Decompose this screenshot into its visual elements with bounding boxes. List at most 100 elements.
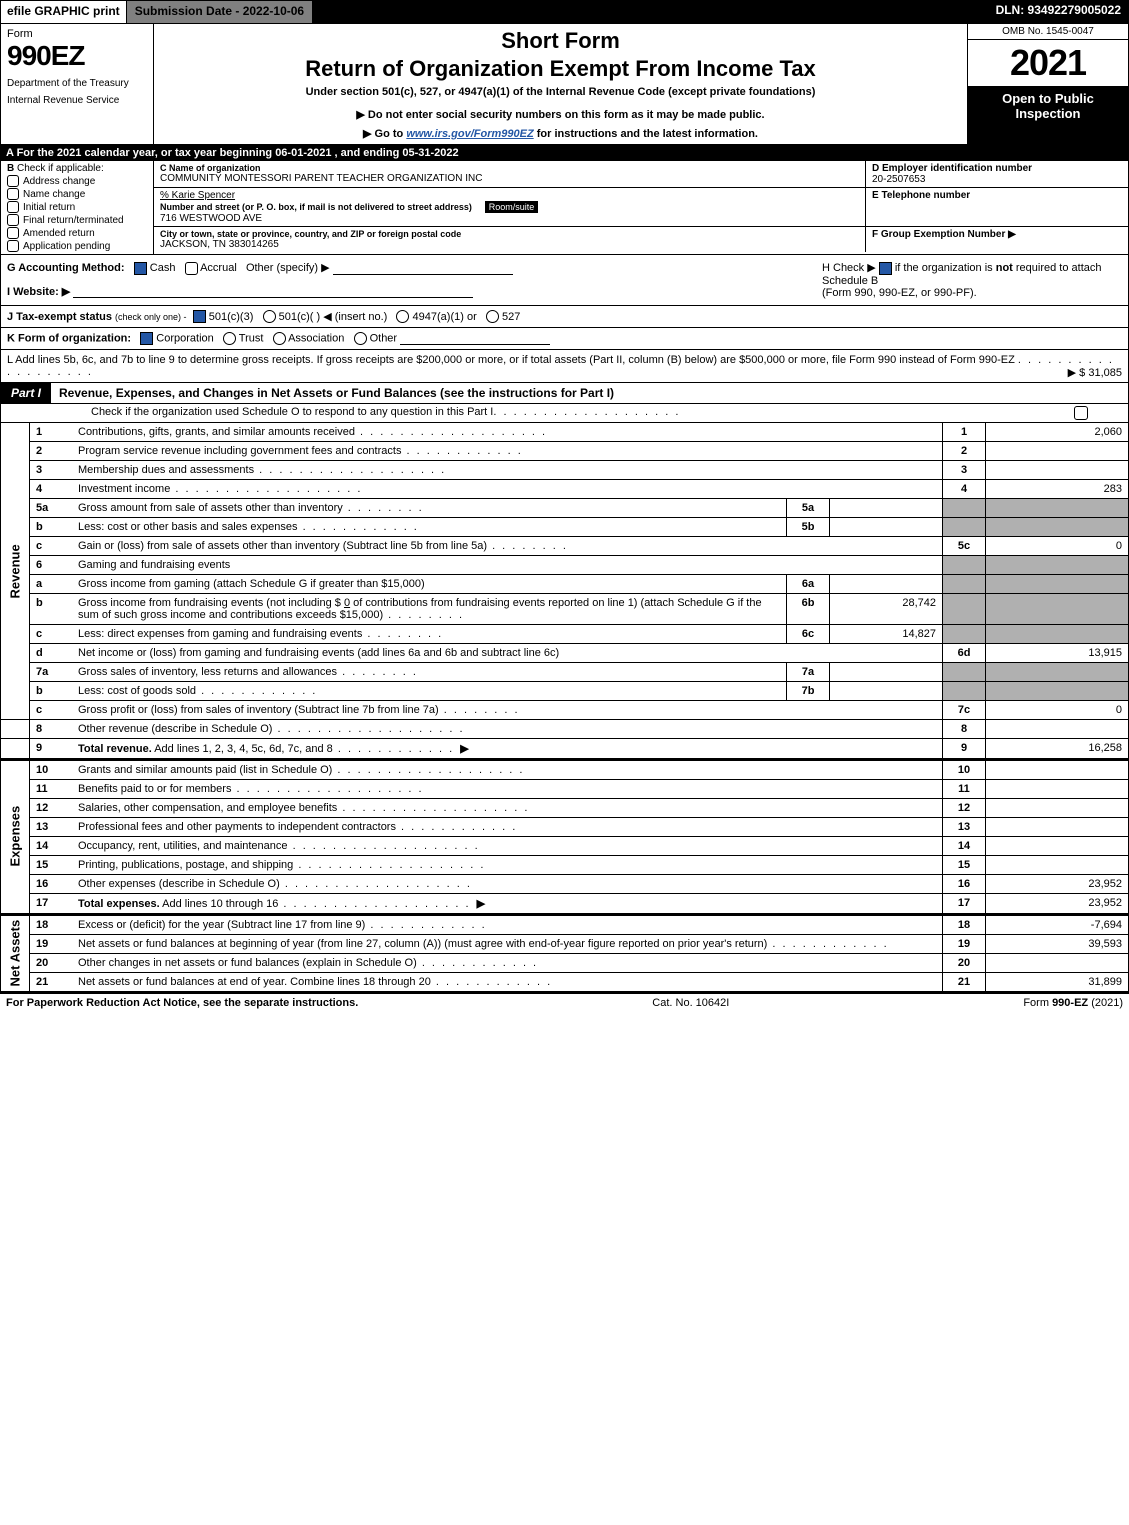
line-6b: b Gross income from fundraising events (… [1,594,1129,625]
e-label: E Telephone number [872,190,1122,201]
section-e: E Telephone number [865,188,1128,226]
c-name-label: C Name of organization [160,163,859,173]
chk-schedule-o[interactable] [1074,406,1088,420]
line-13: 13 Professional fees and other payments … [1,818,1129,837]
expenses-table: Expenses 10 Grants and similar amounts p… [0,759,1129,914]
checkbox-icon [7,201,19,213]
chk-address-change[interactable]: Address change [7,175,147,187]
line-8: 8 Other revenue (describe in Schedule O)… [1,720,1129,739]
submission-date: Submission Date - 2022-10-06 [127,0,313,24]
website-input[interactable] [73,297,473,298]
chk-cash[interactable] [134,262,147,275]
chk-527[interactable] [486,310,499,323]
page-footer: For Paperwork Reduction Act Notice, see … [0,992,1129,1012]
line-7c: c Gross profit or (loss) from sales of i… [1,701,1129,720]
arrow-icon: ▶ [460,743,468,755]
form-word: Form [7,28,147,40]
j-label: J Tax-exempt status [7,311,112,323]
short-form-title: Short Form [164,28,957,54]
omb-number: OMB No. 1545-0047 [968,24,1128,40]
cat-no: Cat. No. 10642I [358,997,1023,1009]
street-cell: % Karie Spencer Number and street (or P.… [154,188,865,226]
part-i-sub-text: Check if the organization used Schedule … [91,406,493,420]
line-10: Expenses 10 Grants and similar amounts p… [1,760,1129,780]
main-title: Return of Organization Exempt From Incom… [164,56,957,82]
netassets-table: Net Assets 18 Excess or (deficit) for th… [0,914,1129,992]
i-label: I Website: ▶ [7,286,70,298]
chk-trust[interactable] [223,332,236,345]
irs-link[interactable]: www.irs.gov/Form990EZ [406,128,533,140]
sub3-pre: ▶ Go to [363,128,406,140]
line-17: 17 Total expenses. Add lines 10 through … [1,894,1129,914]
line-6d: d Net income or (loss) from gaming and f… [1,644,1129,663]
d-label: D Employer identification number [872,163,1122,174]
section-f: F Group Exemption Number ▶ [865,227,1128,252]
chk-association[interactable] [273,332,286,345]
header-left: Form 990EZ Department of the Treasury In… [1,24,154,144]
ein-value: 20-2507653 [872,174,1122,185]
line-5c: c Gain or (loss) from sale of assets oth… [1,537,1129,556]
section-h: H Check ▶ if the organization is not req… [816,255,1128,305]
part-i-header: Part I Revenue, Expenses, and Changes in… [0,383,1129,404]
header-center: Short Form Return of Organization Exempt… [154,24,967,144]
form-number: 990EZ [7,40,147,72]
section-b: B Check if applicable: Address change Na… [1,161,154,254]
k-other-input[interactable] [400,344,550,345]
chk-initial-return[interactable]: Initial return [7,201,147,213]
line-16: 16 Other expenses (describe in Schedule … [1,875,1129,894]
org-name-cell: C Name of organization COMMUNITY MONTESS… [154,161,865,187]
chk-corporation[interactable] [140,332,153,345]
care-of: % Karie Spencer [160,190,859,201]
efile-print-label[interactable]: efile GRAPHIC print [0,0,127,24]
line-6a: a Gross income from gaming (attach Sched… [1,575,1129,594]
dln-label: DLN: 93492279005022 [988,0,1129,24]
street-value: 716 WESTWOOD AVE [160,213,859,224]
chk-other-org[interactable] [354,332,367,345]
open-to-public: Open to Public Inspection [968,87,1128,144]
section-cdef: C Name of organization COMMUNITY MONTESS… [154,161,1128,254]
chk-application-pending[interactable]: Application pending [7,240,147,252]
j-sub: (check only one) - [115,312,187,322]
chk-501c[interactable] [263,310,276,323]
h-not: not [996,262,1013,274]
line-7a: 7a Gross sales of inventory, less return… [1,663,1129,682]
f-label: F Group Exemption Number ▶ [872,229,1016,240]
part-i-sub: Check if the organization used Schedule … [0,404,1129,423]
chk-schedule-b[interactable] [879,262,892,275]
checkbox-icon [7,175,19,187]
k-label: K Form of organization: [7,333,131,345]
header-right: OMB No. 1545-0047 2021 Open to Public In… [967,24,1128,144]
checkbox-icon [7,188,19,200]
chk-501c3[interactable] [193,310,206,323]
section-g: G Accounting Method: Cash Accrual Other … [1,255,816,305]
chk-amended-return[interactable]: Amended return [7,227,147,239]
checkbox-icon [7,214,19,226]
section-l: L Add lines 5b, 6c, and 7b to line 9 to … [0,350,1129,383]
b-check-if: Check if applicable: [17,163,104,174]
line-11: 11 Benefits paid to or for members 11 [1,780,1129,799]
h-text2: if the organization is [895,262,996,274]
line-4: 4 Investment income 4 283 [1,480,1129,499]
line-1: Revenue 1 Contributions, gifts, grants, … [1,423,1129,442]
dept-irs: Internal Revenue Service [7,95,147,106]
section-j: J Tax-exempt status (check only one) - 5… [0,306,1129,329]
subtitle-1: Under section 501(c), 527, or 4947(a)(1)… [164,86,957,98]
section-d: D Employer identification number 20-2507… [865,161,1128,187]
tax-year: 2021 [968,40,1128,87]
chk-final-return[interactable]: Final return/terminated [7,214,147,226]
chk-4947[interactable] [396,310,409,323]
org-name: COMMUNITY MONTESSORI PARENT TEACHER ORGA… [160,173,859,184]
line-9: 9 Total revenue. Add lines 1, 2, 3, 4, 5… [1,739,1129,759]
street-label: Number and street (or P. O. box, if mail… [160,202,472,212]
chk-accrual[interactable] [185,262,198,275]
l-text: L Add lines 5b, 6c, and 7b to line 9 to … [7,354,1015,366]
b-label: B [7,163,14,174]
revenue-table: Revenue 1 Contributions, gifts, grants, … [0,423,1129,759]
line-7b: b Less: cost of goods sold 7b [1,682,1129,701]
g-label: G Accounting Method: [7,262,125,274]
city-value: JACKSON, TN 383014265 [160,239,859,250]
form-header: Form 990EZ Department of the Treasury In… [0,24,1129,145]
subtitle-2: ▶ Do not enter social security numbers o… [164,108,957,121]
other-specify-input[interactable] [333,274,513,275]
chk-name-change[interactable]: Name change [7,188,147,200]
